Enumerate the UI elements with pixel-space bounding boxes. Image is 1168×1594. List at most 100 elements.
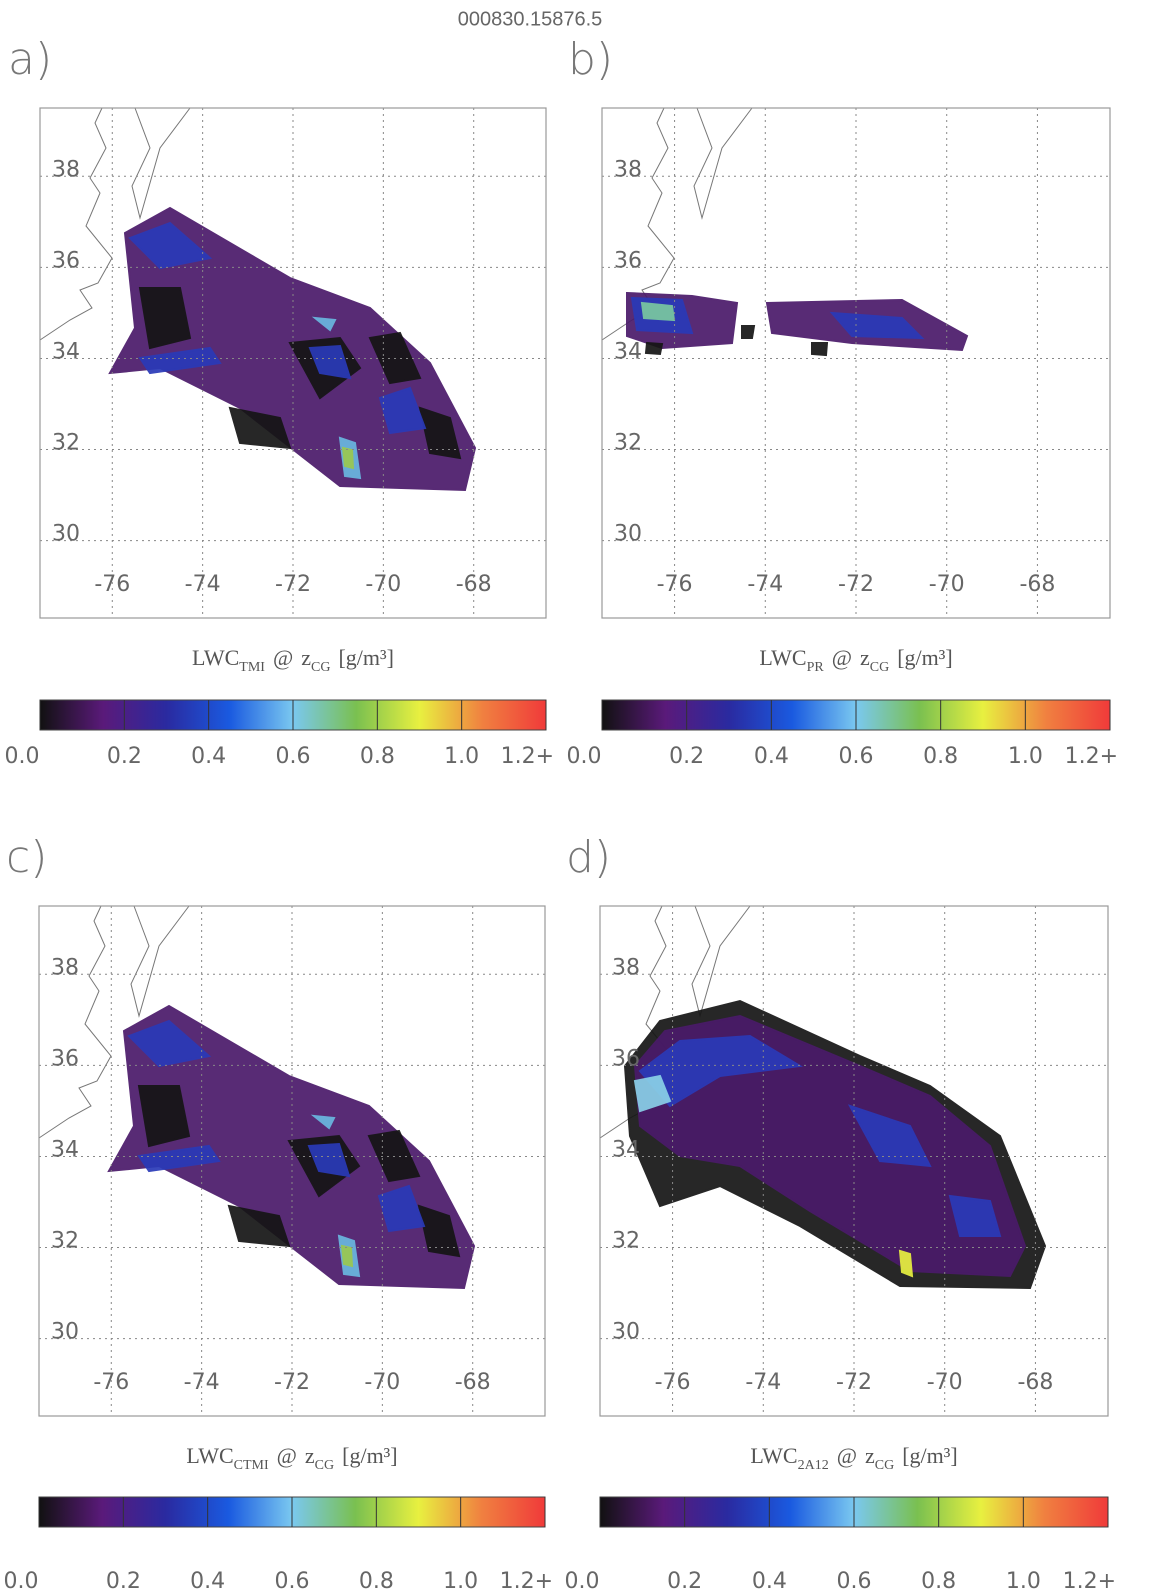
y-tick-label: 32 xyxy=(51,1229,79,1254)
colorbar-tick-label: 0.0 xyxy=(5,744,40,769)
y-tick-label: 36 xyxy=(52,248,80,273)
colorbar-label-part: LWC xyxy=(750,1443,797,1468)
x-tick-label: -68 xyxy=(456,572,492,597)
lwc-field xyxy=(138,287,462,460)
y-tick-label: 36 xyxy=(614,248,642,273)
x-tick-label: -72 xyxy=(274,1370,310,1395)
x-tick-label: -72 xyxy=(275,572,311,597)
y-tick-label: 36 xyxy=(51,1046,79,1071)
colorbar-tick-label: 0.8 xyxy=(921,1569,956,1594)
lwc-field xyxy=(633,1014,1027,1278)
colorbar-tick-label: 1.2+ xyxy=(501,744,554,769)
x-tick-label: -68 xyxy=(455,1370,491,1395)
y-tick-label: 34 xyxy=(612,1137,640,1162)
x-tick-label: -68 xyxy=(1017,1370,1053,1395)
colorbar-label-part: CG xyxy=(875,1458,894,1473)
y-tick-label: 36 xyxy=(612,1046,640,1071)
x-tick-label: -68 xyxy=(1019,572,1055,597)
x-tick-label: -70 xyxy=(929,572,965,597)
x-tick-label: -72 xyxy=(836,1370,872,1395)
colorbar-label-part: z xyxy=(865,1443,875,1468)
storm-field xyxy=(601,107,969,357)
y-tick-label: 30 xyxy=(52,522,80,547)
colorbar-label-part: [g/m³] xyxy=(342,1443,397,1468)
lwc-field xyxy=(310,1114,361,1278)
panel-label: c) xyxy=(6,832,47,883)
colorbar-label-part: CG xyxy=(315,1458,334,1473)
colorbar-tick-label: 0.8 xyxy=(923,744,958,769)
storm-field xyxy=(39,107,477,492)
colorbar-tick-label: 0.0 xyxy=(4,1569,39,1594)
lwc-field xyxy=(640,301,676,322)
colorbar-label-part: @ xyxy=(277,1443,297,1468)
x-tick-label: -74 xyxy=(184,1370,220,1395)
x-tick-label: -76 xyxy=(93,1370,129,1395)
colorbar-tick-label: 0.2 xyxy=(669,744,704,769)
map-panel: c) 30 32 34 36 38 -76 -74 -72 -70 -68 LWCCTMI @ zCG [g… xyxy=(4,832,554,1594)
y-tick-label: 38 xyxy=(51,955,79,980)
lwc-field xyxy=(638,1034,1002,1237)
colorbar-label-part: @ xyxy=(837,1443,857,1468)
colorbar-label-part: [g/m³] xyxy=(902,1443,957,1468)
colorbar-tick-label: 1.0 xyxy=(443,1569,478,1594)
colorbar-label: LWCCTMI @ zCG [g/m³] xyxy=(186,1443,397,1473)
y-tick-label: 34 xyxy=(52,339,80,364)
y-tick-label: 32 xyxy=(612,1229,640,1254)
y-tick-label: 32 xyxy=(614,431,642,456)
colorbar-label-part: @ xyxy=(273,645,293,670)
colorbar-label-part: LWC xyxy=(192,645,239,670)
panel-label: a) xyxy=(8,34,52,85)
map-frame xyxy=(39,107,547,619)
panel-label: b) xyxy=(568,34,613,85)
colorbar-tick-label: 1.0 xyxy=(1008,744,1043,769)
colorbar-label-part: CTMI xyxy=(234,1458,269,1473)
colorbar-tick-label: 0.2 xyxy=(107,744,142,769)
colorbar-tick-label: 1.2+ xyxy=(500,1569,553,1594)
colorbar-tick-label: 0.4 xyxy=(752,1569,787,1594)
colorbar-tick-label: 0.8 xyxy=(359,1569,394,1594)
colorbar-tick-label: 0.4 xyxy=(754,744,789,769)
colorbar-tick-label: 0.0 xyxy=(567,744,602,769)
x-tick-label: -70 xyxy=(927,1370,963,1395)
y-tick-label: 30 xyxy=(51,1320,79,1345)
colorbar-tick-label: 0.6 xyxy=(837,1569,872,1594)
colorbar-tick-label: 0.2 xyxy=(106,1569,141,1594)
coastline xyxy=(39,107,191,341)
colorbar-label-part: TMI xyxy=(239,660,265,675)
colorbar-tick-label: 0.0 xyxy=(565,1569,600,1594)
colorbar-tick-label: 1.0 xyxy=(1006,1569,1041,1594)
lwc-field xyxy=(128,221,427,435)
colorbar-label-part: PR xyxy=(807,660,825,675)
colorbar-tick-label: 0.6 xyxy=(275,1569,310,1594)
colorbar-label-part: [g/m³] xyxy=(897,645,952,670)
y-tick-label: 30 xyxy=(612,1320,640,1345)
x-tick-label: -74 xyxy=(185,572,221,597)
lwc-field xyxy=(340,1244,354,1268)
map-panel: d) 30 32 34 36 38 -76 -74 -72 -70 -68 LWC2A12 @ zCG [g… xyxy=(565,832,1117,1594)
colorbar-label-part: @ xyxy=(832,645,852,670)
map-frame xyxy=(599,905,1109,1417)
colorbar-label: LWCPR @ zCG [g/m³] xyxy=(759,645,952,675)
lwc-field xyxy=(898,1249,914,1278)
y-tick-label: 38 xyxy=(52,157,80,182)
x-tick-label: -74 xyxy=(745,1370,781,1395)
lwc-field xyxy=(633,1074,672,1113)
y-tick-label: 34 xyxy=(614,339,642,364)
colorbar-tick-label: 0.4 xyxy=(191,744,226,769)
colorbar-label-part: z xyxy=(860,645,870,670)
map-panel: b) 30 32 34 36 38 -76 -74 -72 -70 -68 LWCPR @ zCG [g/m… xyxy=(567,34,1119,769)
colorbar-tick-label: 0.4 xyxy=(190,1569,225,1594)
colorbar-tick-label: 1.2+ xyxy=(1065,744,1118,769)
colorbar-tick-label: 0.6 xyxy=(276,744,311,769)
colorbar-tick-label: 1.0 xyxy=(444,744,479,769)
lwc-field xyxy=(137,1085,461,1258)
x-tick-label: -70 xyxy=(365,572,401,597)
y-tick-label: 32 xyxy=(52,431,80,456)
colorbar-label-part: z xyxy=(305,1443,315,1468)
colorbar-tick-label: 0.8 xyxy=(360,744,395,769)
lwc-field xyxy=(341,446,355,470)
colorbar-tick-label: 0.6 xyxy=(839,744,874,769)
x-tick-label: -74 xyxy=(747,572,783,597)
map-panel: a) 30 32 34 36 38 -76 -74 -72 -70 -68 LWCTMI @ zCG [g/… xyxy=(5,34,555,769)
x-tick-label: -76 xyxy=(657,572,693,597)
